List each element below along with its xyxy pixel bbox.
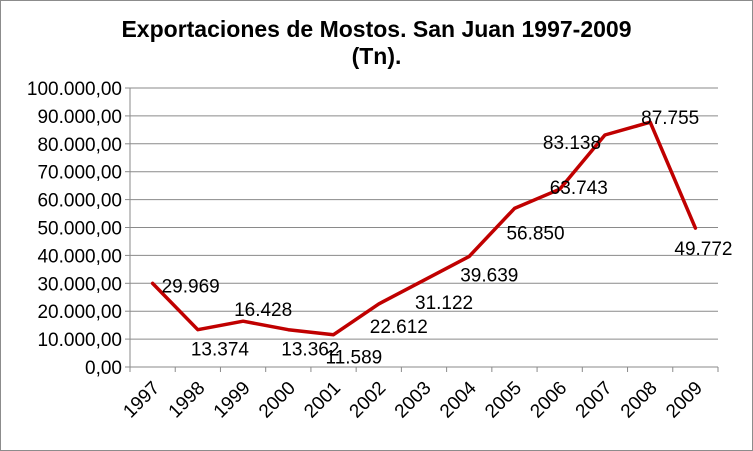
x-tick-label: 2001 xyxy=(300,378,345,423)
series-line-path xyxy=(150,120,698,337)
y-axis-tick-labels: 0,00 10.000,00 20.000,00 30.000,00 40.000,00… xyxy=(27,79,122,379)
x-tick-label: 2003 xyxy=(391,378,436,423)
y-tick-label: 30.000,00 xyxy=(37,274,122,295)
axes xyxy=(125,87,719,372)
x-tick-label: 2005 xyxy=(481,378,526,423)
y-tick-label: 0,00 xyxy=(85,358,122,379)
chart-title: Exportaciones de Mostos. San Juan 1997-2… xyxy=(0,16,753,70)
data-label: 13.362 xyxy=(281,340,339,361)
x-tick-label: 2009 xyxy=(662,378,707,423)
data-label: 29.969 xyxy=(162,276,220,297)
x-tick-label: 2008 xyxy=(617,378,662,423)
y-tick-label: 80.000,00 xyxy=(37,135,122,156)
data-label: 11.589 xyxy=(326,348,383,369)
data-label: 16.428 xyxy=(234,300,292,321)
data-point xyxy=(693,226,697,230)
y-tick-label: 70.000,00 xyxy=(37,163,122,184)
y-tick-label: 50.000,00 xyxy=(37,219,122,240)
data-label: 31.122 xyxy=(415,293,473,314)
data-label: 87.755 xyxy=(641,108,699,129)
data-label: 49.772 xyxy=(674,239,732,260)
chart-title-line-2: (Tn). xyxy=(351,43,402,69)
series-line xyxy=(150,120,698,337)
gridlines xyxy=(130,87,718,340)
data-label: 39.639 xyxy=(460,265,518,286)
y-tick-label: 40.000,00 xyxy=(37,246,122,267)
x-tick-label: 2006 xyxy=(526,378,571,423)
x-tick-label: 2002 xyxy=(346,378,391,423)
x-tick-label: 1997 xyxy=(119,378,164,423)
x-tick-label: 2000 xyxy=(255,378,300,423)
data-label: 56.850 xyxy=(506,223,564,244)
data-point xyxy=(377,302,381,306)
data-point xyxy=(151,281,155,285)
y-tick-label: 20.000,00 xyxy=(37,302,122,323)
x-tick-label: 1999 xyxy=(210,378,255,423)
data-label: 83.138 xyxy=(543,133,601,154)
data-point xyxy=(422,278,426,282)
data-label: 13.374 xyxy=(191,340,250,361)
y-tick-label: 100.000,00 xyxy=(27,79,122,100)
y-tick-label: 90.000,00 xyxy=(37,107,122,128)
data-point xyxy=(196,328,200,332)
data-point xyxy=(512,206,516,210)
x-tick-label: 2004 xyxy=(436,377,481,422)
x-axis-tick-labels: 1997 1998 1999 2000 2001 2002 2003 2004 2005 2006… xyxy=(119,377,707,422)
data-point xyxy=(286,328,290,332)
data-point xyxy=(332,333,336,337)
data-label: 22.612 xyxy=(370,317,428,338)
x-tick-label: 1998 xyxy=(165,378,210,423)
data-point xyxy=(603,133,607,137)
chart-title-line-1: Exportaciones de Mostos. San Juan 1997-2… xyxy=(121,16,632,42)
x-tick-label: 2007 xyxy=(572,378,617,423)
data-label: 63.743 xyxy=(550,178,608,199)
y-tick-label: 10.000,00 xyxy=(37,330,122,351)
y-tick-label: 60.000,00 xyxy=(37,191,122,212)
data-point xyxy=(467,254,471,258)
